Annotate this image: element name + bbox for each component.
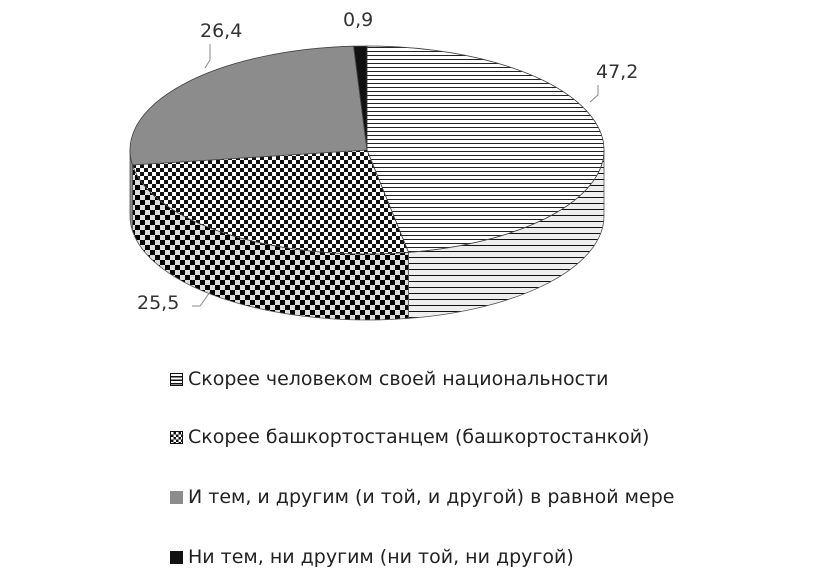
legend-item-4: Ни тем, ни другим (ни той, ни другой) [170,546,574,568]
pie-slice-1 [366,45,605,253]
pie-chart: 47,2 25,5 26,4 0,9 [129,9,638,321]
legend-item-3: И тем, и другим (и той, и другой) в равн… [170,486,674,508]
data-label-1: 47,2 [596,61,638,83]
legend-label-2: Скорее башкортостанцем (башкортостанкой) [188,426,650,448]
leader-line-2 [192,291,211,307]
data-label-4: 0,9 [343,9,373,31]
black-swatch-icon [170,550,183,564]
checker-swatch-icon [170,430,183,444]
leader-line-3 [204,44,211,69]
pie-slice-3 [129,45,368,166]
leader-line-1 [589,85,599,103]
legend-label-1: Скорее человеком своей национальности [188,368,609,390]
pie-slice-4 [353,45,368,151]
legend-item-2: Скорее башкортостанцем (башкортостанкой) [170,426,649,448]
legend-label-4: Ни тем, ни другим (ни той, ни другой) [188,546,574,568]
data-label-2: 25,5 [137,292,179,314]
gray-swatch-icon [170,490,183,504]
data-label-3: 26,4 [200,20,242,42]
legend-item-1: Скорее человеком своей национальности [170,368,609,390]
legend-label-3: И тем, и другим (и той, и другой) в равн… [188,486,675,508]
stripes-swatch-icon [170,372,183,386]
pie-slice-2 [131,149,410,255]
